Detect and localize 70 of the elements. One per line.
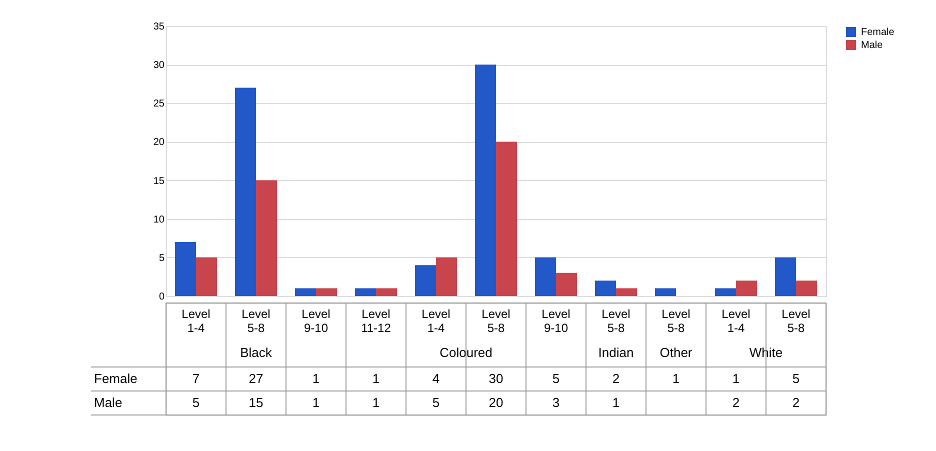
bar [535, 257, 556, 296]
bar [235, 88, 256, 296]
x-tick-label: Level 5-8 [482, 307, 510, 335]
data-label: 27 [248, 371, 264, 386]
text: Black [240, 345, 272, 360]
bar [475, 64, 496, 296]
bar [436, 257, 457, 296]
y-tick-label: 30 [153, 60, 165, 72]
text: Female [94, 371, 138, 386]
x-tick-label: Level 11-12 [361, 307, 392, 335]
data-label: 5 [552, 371, 560, 386]
data-label: 1 [732, 371, 740, 386]
text: Indian [598, 345, 634, 360]
data-label: 2 [612, 371, 620, 386]
bar [616, 288, 637, 296]
text: Coloured [440, 345, 492, 360]
data-label: 4 [432, 371, 440, 386]
x-tick-label: Level 5-8 [242, 307, 270, 335]
bar [775, 257, 796, 296]
data-label: 15 [248, 395, 264, 410]
text: Other [660, 345, 693, 360]
bar [655, 288, 676, 296]
y-tick-label: 10 [153, 214, 165, 226]
legend-label: Female [861, 27, 895, 38]
data-label: 2 [732, 395, 740, 410]
bar [175, 242, 196, 296]
bar [595, 280, 616, 296]
bar [376, 288, 397, 296]
x-tick-label: Level 1-4 [182, 307, 210, 335]
x-tick-label: Level 1-4 [422, 307, 450, 335]
bar [796, 280, 817, 296]
bar [295, 288, 316, 296]
data-label: 2 [792, 395, 800, 410]
bar [355, 288, 376, 296]
bar [316, 288, 337, 296]
data-label: 5 [792, 371, 800, 386]
data-label: 1 [672, 371, 680, 386]
x-tick-label: Level 5-8 [662, 307, 690, 335]
bar [715, 288, 736, 296]
bar [415, 265, 436, 296]
x-tick-label: Level 5-8 [602, 307, 630, 335]
data-label: 5 [432, 395, 440, 410]
data-label: 1 [312, 371, 320, 386]
y-tick-label: 15 [153, 176, 165, 187]
data-label: 5 [192, 395, 200, 410]
x-tick-label: Level 9-10 [542, 307, 570, 335]
x-tick-label: Level 1-4 [722, 307, 750, 335]
data-label: 30 [488, 371, 504, 386]
text: White [749, 345, 783, 360]
y-tick-label: 0 [158, 292, 165, 302]
bar [496, 142, 517, 296]
x-tick-label: Level 9-10 [302, 307, 330, 335]
data-label: 1 [372, 371, 380, 386]
text: Male [94, 395, 122, 410]
data-label: 1 [612, 395, 620, 410]
data-label: 3 [552, 395, 560, 410]
data-label: 1 [372, 395, 380, 410]
bar [196, 257, 217, 296]
y-tick-label: 5 [158, 252, 165, 264]
data-label: 1 [312, 395, 320, 410]
legend-label: Male [861, 40, 884, 51]
bar [256, 180, 277, 296]
y-tick-label: 35 [153, 22, 165, 32]
y-tick-label: 25 [153, 98, 165, 110]
bar [556, 272, 577, 296]
y-tick-label: 20 [153, 137, 165, 148]
data-label: 7 [192, 371, 200, 386]
x-tick-label: Level 5-8 [782, 307, 810, 335]
data-label: 20 [488, 395, 504, 410]
bar [736, 280, 757, 296]
